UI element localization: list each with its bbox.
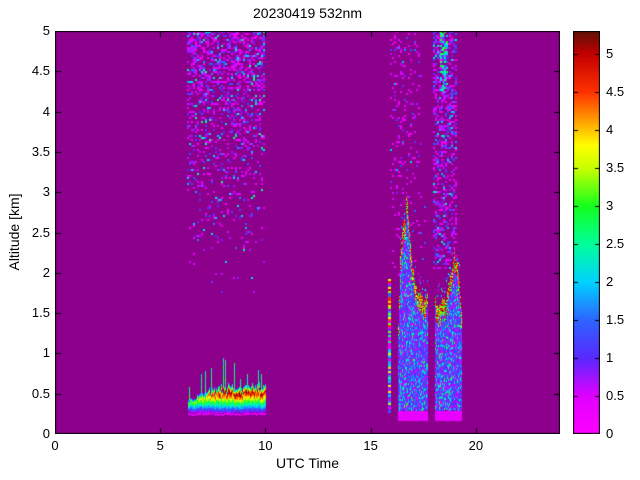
- y-tick-label: 1.5: [31, 305, 50, 321]
- colorbar-tick-label: 2: [606, 273, 614, 289]
- y-tick-label: 2.5: [31, 224, 50, 240]
- colorbar: [573, 31, 600, 434]
- x-tick-label: 15: [363, 438, 378, 453]
- heatmap-canvas: [55, 31, 560, 434]
- y-tick-label: 0: [42, 426, 50, 441]
- colorbar-tick-label: 1.5: [606, 311, 625, 327]
- y-tick-label: 2: [42, 264, 50, 280]
- colorbar-tick-label: 1: [606, 349, 614, 365]
- x-tick-label: 5: [156, 438, 164, 453]
- plot-title: 20230419 532nm: [253, 5, 362, 21]
- colorbar-tick-label: 3.5: [606, 159, 625, 175]
- x-axis-label: UTC Time: [276, 455, 339, 471]
- colorbar-tick-label: 2.5: [606, 235, 625, 251]
- colorbar-tick-label: 0: [606, 426, 614, 441]
- y-tick-label: 4: [42, 103, 50, 119]
- colorbar-tick-label: 0.5: [606, 387, 625, 403]
- y-tick-label: 3: [42, 184, 50, 200]
- y-tick-label: 5: [42, 23, 50, 38]
- x-tick-label: 0: [51, 438, 59, 453]
- colorbar-tick-label: 3: [606, 197, 614, 213]
- colorbar-tick-label: 5: [606, 45, 614, 61]
- colorbar-tick-label: 4.5: [606, 83, 625, 99]
- x-tick-label: 10: [258, 438, 273, 453]
- y-tick-label: 0.5: [31, 385, 50, 401]
- y-tick-label: 4.5: [31, 63, 50, 79]
- colorbar-tick-label: 4: [606, 121, 614, 137]
- x-tick-label: 20: [468, 438, 484, 453]
- y-tick-label: 3.5: [31, 143, 50, 159]
- y-tick-label: 1: [42, 345, 50, 361]
